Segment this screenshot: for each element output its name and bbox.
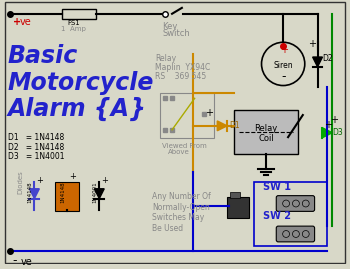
Text: D3   = 1N4001: D3 = 1N4001 — [8, 153, 64, 161]
Text: D3: D3 — [332, 128, 343, 137]
Bar — [160, 93, 214, 138]
Text: RS    369 545: RS 369 545 — [155, 72, 206, 81]
Text: 1N4148: 1N4148 — [28, 181, 33, 203]
Text: Alarm {A}: Alarm {A} — [8, 97, 147, 122]
Text: Above: Above — [168, 150, 190, 155]
Bar — [62, 9, 96, 19]
Text: +: + — [280, 45, 288, 55]
Polygon shape — [29, 189, 39, 199]
Text: Switch: Switch — [162, 30, 190, 38]
Bar — [230, 192, 240, 198]
Text: Basic: Basic — [8, 44, 78, 68]
Text: ve: ve — [20, 17, 32, 27]
Text: -: - — [13, 254, 17, 267]
Text: Key: Key — [162, 22, 177, 31]
FancyBboxPatch shape — [276, 196, 315, 211]
Text: +: + — [205, 108, 214, 118]
Circle shape — [302, 231, 309, 238]
Text: +: + — [324, 120, 332, 130]
Text: Viewed From: Viewed From — [162, 143, 207, 148]
Bar — [55, 182, 79, 211]
Circle shape — [302, 200, 309, 207]
Text: D1   = 1N4148: D1 = 1N4148 — [8, 133, 64, 142]
Text: +: + — [101, 176, 108, 185]
Text: Switches May: Switches May — [152, 213, 205, 222]
Text: Motorcycle: Motorcycle — [8, 71, 154, 95]
Text: SW 2: SW 2 — [264, 211, 292, 221]
Text: Relay: Relay — [155, 54, 176, 63]
Text: +: + — [13, 17, 21, 27]
Text: Maplin  YX94C: Maplin YX94C — [155, 63, 211, 72]
Text: +: + — [308, 39, 316, 49]
Text: Any Number Of: Any Number Of — [152, 192, 211, 201]
Text: +: + — [69, 172, 76, 181]
Text: +: + — [36, 176, 43, 185]
Bar — [234, 110, 298, 154]
FancyBboxPatch shape — [276, 226, 315, 242]
Text: -: - — [281, 70, 285, 83]
Text: +: + — [330, 115, 338, 125]
Polygon shape — [94, 189, 104, 199]
Text: ve: ve — [21, 257, 33, 267]
Text: D2   = 1N4148: D2 = 1N4148 — [8, 143, 64, 151]
Text: 1  Amp: 1 Amp — [61, 26, 86, 31]
Text: 1N4001: 1N4001 — [92, 181, 97, 203]
Bar — [227, 197, 249, 218]
Text: Relay: Relay — [254, 124, 278, 133]
Polygon shape — [313, 57, 322, 67]
Text: FS1: FS1 — [67, 20, 80, 26]
Text: Normally-Open: Normally-Open — [152, 203, 210, 211]
Circle shape — [283, 231, 289, 238]
Text: SW 1: SW 1 — [264, 182, 292, 192]
Bar — [254, 182, 327, 246]
Text: 1N4148: 1N4148 — [60, 181, 65, 203]
Circle shape — [293, 200, 299, 207]
Text: Siren: Siren — [273, 61, 293, 70]
Circle shape — [293, 231, 299, 238]
Text: Coil: Coil — [258, 134, 274, 143]
Text: D2: D2 — [322, 55, 333, 63]
Text: Be Used: Be Used — [152, 224, 183, 233]
Polygon shape — [322, 128, 332, 138]
Circle shape — [283, 200, 289, 207]
Polygon shape — [217, 121, 227, 131]
Text: D1: D1 — [229, 121, 240, 130]
Text: Diodes: Diodes — [18, 170, 24, 194]
